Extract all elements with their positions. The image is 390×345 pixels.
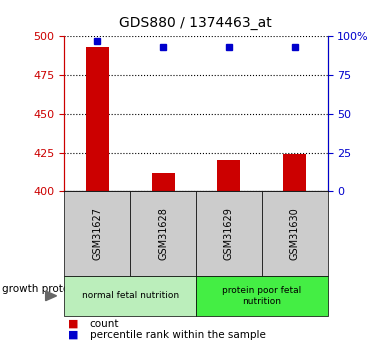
Bar <box>86 47 109 191</box>
Text: count: count <box>90 319 119 328</box>
Bar <box>283 154 306 191</box>
Text: growth protocol: growth protocol <box>2 284 84 294</box>
Text: percentile rank within the sample: percentile rank within the sample <box>90 330 266 339</box>
Text: GSM31628: GSM31628 <box>158 207 168 260</box>
Text: protein poor fetal
nutrition: protein poor fetal nutrition <box>222 286 301 306</box>
Text: GSM31630: GSM31630 <box>290 207 300 260</box>
Text: GSM31629: GSM31629 <box>224 207 234 260</box>
Bar <box>217 160 240 191</box>
Text: normal fetal nutrition: normal fetal nutrition <box>82 291 179 300</box>
Bar <box>152 173 175 191</box>
Text: GSM31627: GSM31627 <box>92 207 102 260</box>
Text: ■: ■ <box>68 319 79 328</box>
Text: ■: ■ <box>68 330 79 339</box>
Text: GDS880 / 1374463_at: GDS880 / 1374463_at <box>119 16 271 30</box>
